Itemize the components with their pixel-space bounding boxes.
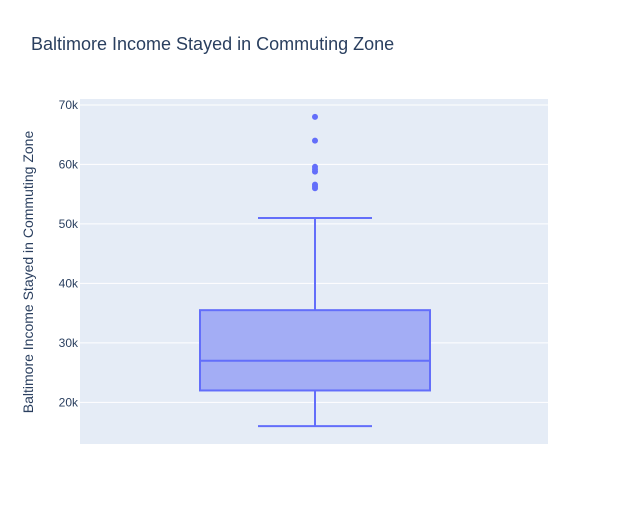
interquartile-box[interactable] (199, 309, 431, 392)
outlier-point[interactable] (312, 181, 318, 188)
outlier-point[interactable] (312, 163, 318, 170)
y-tick-label: 60k (59, 157, 79, 171)
box-series[interactable] (199, 113, 431, 428)
y-axis-ticks: 20k 30k 40k 50k 60k 70k (59, 98, 79, 409)
y-tick-label: 20k (59, 395, 79, 409)
y-axis-label: Baltimore Income Stayed in Commuting Zon… (20, 131, 36, 414)
chart-title: Baltimore Income Stayed in Commuting Zon… (31, 34, 394, 54)
outlier-point[interactable] (312, 137, 318, 144)
outlier-point[interactable] (312, 113, 318, 120)
y-tick-label: 30k (59, 336, 79, 350)
y-tick-label: 40k (59, 276, 79, 290)
y-tick-label: 50k (59, 217, 79, 231)
y-tick-label: 70k (59, 98, 79, 112)
